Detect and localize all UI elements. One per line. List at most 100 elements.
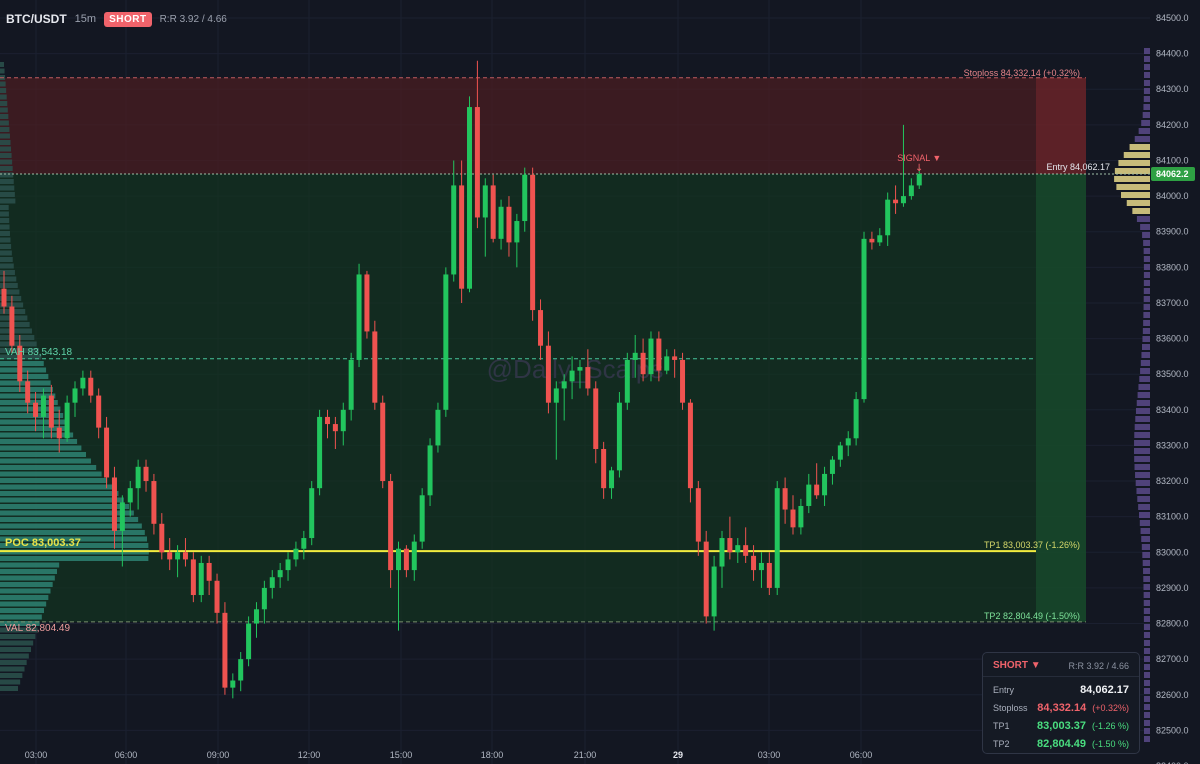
volume-profile-bar	[0, 419, 67, 425]
right-profile-bar	[1141, 536, 1150, 542]
candle-body	[908, 185, 914, 197]
volume-profile-bar	[0, 439, 78, 444]
volume-profile-bar	[0, 120, 9, 126]
candle-body	[601, 448, 607, 489]
y-tick-label: 84200.0	[1156, 120, 1189, 130]
right-profile-bar	[1143, 264, 1150, 270]
y-tick-label: 83600.0	[1156, 334, 1189, 344]
volume-profile-bar	[0, 452, 87, 457]
right-profile-bar	[1143, 680, 1150, 686]
y-tick-label: 83400.0	[1156, 405, 1189, 415]
volume-profile-bar	[0, 588, 51, 594]
candle-body	[72, 388, 78, 403]
volume-profile-bar	[0, 601, 47, 607]
right-profile-bar	[1139, 520, 1150, 526]
y-tick-label: 82500.0	[1156, 725, 1189, 735]
right-profile-bar	[1132, 208, 1150, 214]
y-tick-label: 84500.0	[1156, 13, 1189, 23]
volume-profile-bar	[0, 517, 139, 522]
candle-body	[40, 395, 46, 417]
level-labels: SIGNAL ▼↓ Stoploss 84,332.14 (+0.32%) Entr…	[5, 68, 1110, 634]
candle-body	[506, 206, 512, 243]
volume-profile-bar	[0, 218, 10, 223]
candle-body	[238, 659, 244, 681]
right-profile-bar	[1137, 496, 1150, 502]
volume-profile-bar	[0, 595, 49, 600]
y-tick-label: 83100.0	[1156, 512, 1189, 522]
volume-profile-bar	[0, 88, 7, 93]
right-profile-bar	[1143, 88, 1150, 94]
volume-profile-bar	[0, 413, 64, 418]
symbol-label[interactable]: BTC/USDT	[6, 12, 67, 26]
right-profile-bar	[1143, 280, 1150, 286]
candle-body	[593, 388, 599, 449]
y-tick-label: 83300.0	[1156, 440, 1189, 450]
volume-profile-bar	[0, 205, 9, 210]
x-tick-label: 21:00	[574, 750, 597, 760]
panel-row-tp2: TP2 82,804.49 (-1.50 %)	[983, 735, 1139, 753]
val-label: VAL 82,804.49	[5, 623, 70, 634]
candle-body	[253, 609, 259, 624]
right-profile-bar	[1144, 728, 1150, 734]
candle-body	[569, 370, 575, 382]
candle-body	[782, 488, 788, 510]
candle-body	[127, 488, 133, 503]
candle-body	[64, 402, 70, 439]
right-profile-bar	[1143, 688, 1150, 694]
right-profile-bar	[1141, 544, 1150, 550]
right-profile-bar	[1140, 368, 1150, 374]
candle-body	[388, 481, 394, 571]
y-tick-label: 83500.0	[1156, 369, 1189, 379]
y-tick-label: 83200.0	[1156, 476, 1189, 486]
candle-body	[340, 409, 346, 432]
right-profile-bar	[1143, 96, 1150, 102]
volume-profile-bar	[0, 608, 44, 613]
y-tick-label: 82700.0	[1156, 654, 1189, 664]
volume-profile-bar	[0, 94, 7, 100]
timeframe-label[interactable]: 15m	[74, 13, 97, 25]
right-profile-bar	[1143, 56, 1150, 62]
candle-body	[403, 548, 409, 571]
right-profile-bar	[1142, 328, 1150, 334]
candle-body	[656, 338, 662, 371]
right-profile-bar	[1140, 528, 1150, 534]
candle-body	[324, 416, 330, 425]
volume-profile-bar	[0, 159, 13, 165]
y-tick-label: 83000.0	[1156, 547, 1189, 557]
stoploss-zone	[0, 77, 1036, 174]
volume-profile-bar	[0, 270, 15, 275]
right-profile-bar	[1143, 320, 1150, 326]
right-profile-bar	[1116, 184, 1150, 190]
y-tick-label: 82800.0	[1156, 619, 1189, 629]
candle-body	[727, 538, 733, 553]
entry-label: Entry 84,062.17	[1046, 162, 1110, 172]
right-profile-bar	[1140, 360, 1150, 366]
candle-body	[751, 555, 757, 571]
x-tick-label: 09:00	[207, 750, 230, 760]
candle-body	[309, 488, 315, 539]
volume-profile-bar	[0, 660, 27, 665]
right-volume-profile	[1114, 48, 1150, 742]
stoploss-zone-projection	[1036, 77, 1086, 174]
y-tick-label: 84000.0	[1156, 191, 1189, 201]
panel-row-label: TP1	[993, 721, 1010, 731]
candle-body	[459, 185, 465, 289]
panel-row-pct: (-1.26 %)	[1091, 721, 1129, 731]
volume-profile-bar	[0, 107, 8, 113]
volume-profile-bar	[0, 497, 124, 503]
panel-row-value: 84,062.17	[1080, 684, 1129, 696]
candle-body	[135, 466, 141, 489]
right-profile-bar	[1143, 648, 1150, 654]
right-profile-bar	[1138, 504, 1150, 510]
volume-profile-bar	[0, 276, 17, 282]
right-profile-bar	[1134, 424, 1150, 430]
entry-price-tag-text: 84062.2	[1156, 169, 1189, 179]
panel-rr: R:R 3.92 / 4.66	[1068, 660, 1129, 671]
candle-body	[845, 438, 851, 446]
candle-body	[545, 345, 551, 403]
candle-body	[104, 427, 110, 478]
candle-body	[372, 331, 378, 403]
volume-profile-bar	[0, 68, 5, 74]
candle-body	[719, 538, 725, 567]
